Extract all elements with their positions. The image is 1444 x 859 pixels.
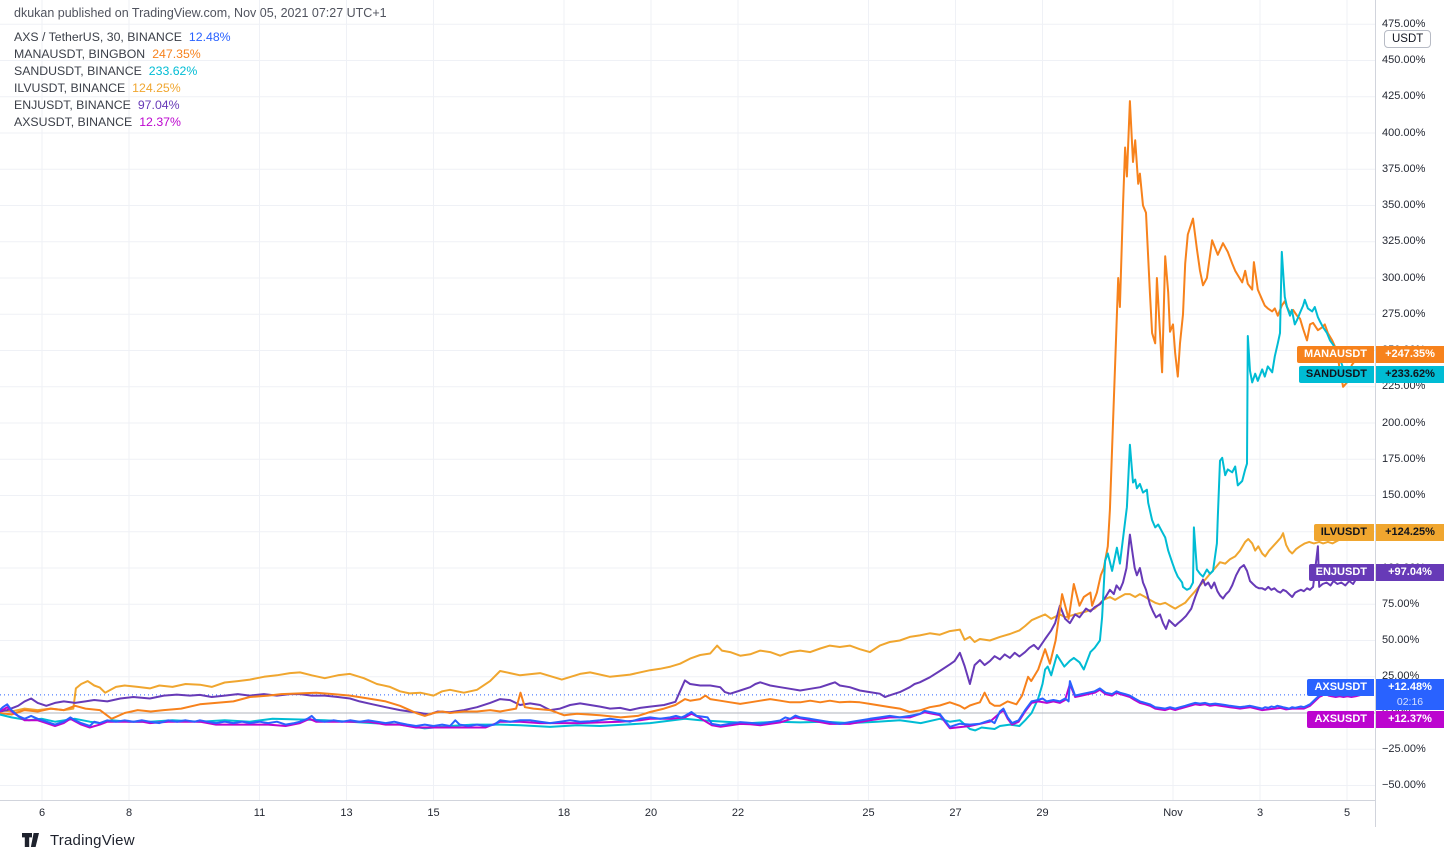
time-axis-label-27: 27 <box>949 807 962 819</box>
series-axis-tag-ilvusdt: ILVUSDT <box>1313 524 1374 542</box>
legend-symbol: SANDUSDT, BINANCE <box>14 64 142 78</box>
legend-item-axsusdt[interactable]: AXSUSDT, BINANCE 12.37% <box>14 114 387 131</box>
time-axis-label-15: 15 <box>427 807 440 819</box>
legend-change-value: 124.25% <box>132 81 181 95</box>
series-price-label-ilvusdt: +124.25% <box>1376 524 1444 542</box>
price-axis-label: 25.00% <box>1382 670 1420 683</box>
grid-lines <box>0 0 1375 800</box>
time-axis-label-18: 18 <box>557 807 571 819</box>
published-title: dkukan published on TradingView.com, Nov… <box>14 6 387 20</box>
price-axis-label: 375.00% <box>1382 162 1426 175</box>
series-line-sandusdt <box>0 250 1361 732</box>
bar-countdown: 02:16 <box>1396 696 1424 709</box>
series-line-enjusdt <box>0 533 1361 716</box>
series-axis-tag-axsusdt: AXSUSDT <box>1307 679 1374 697</box>
price-axis-label: 400.00% <box>1382 126 1426 139</box>
legend-symbol: AXSUSDT, BINANCE <box>14 115 133 129</box>
time-axis-label-8: 8 <box>125 807 133 819</box>
legend-symbol: MANAUSDT, BINGBON <box>14 47 146 61</box>
price-axis-label: −25.00% <box>1382 742 1426 755</box>
series-price-label-axsusdt: +12.37% <box>1376 711 1444 729</box>
legend-symbol: ENJUSDT, BINANCE <box>14 98 131 112</box>
legend-item-axs-tetherus[interactable]: AXS / TetherUS, 30, BINANCE 12.48% <box>14 29 387 46</box>
time-axis-label-5: 5 <box>1343 807 1351 819</box>
series-price-label-sandusdt: +233.62% <box>1376 365 1444 383</box>
series-axis-tag-sandusdt: SANDUSDT <box>1298 365 1374 383</box>
legend-item-sandusdt[interactable]: SANDUSDT, BINANCE 233.62% <box>14 63 387 80</box>
series-line-manausdt <box>0 100 1361 720</box>
price-axis-label: 300.00% <box>1382 271 1426 284</box>
time-axis-label-22: 22 <box>731 807 745 819</box>
price-axis-label: 425.00% <box>1382 90 1426 103</box>
chart-legend: dkukan published on TradingView.com, Nov… <box>14 6 387 131</box>
legend-change-value: 12.37% <box>139 115 181 129</box>
time-axis-label-6: 6 <box>38 807 46 819</box>
legend-symbol: ILVUSDT, BINANCE <box>14 81 126 95</box>
legend-item-enjusdt[interactable]: ENJUSDT, BINANCE 97.04% <box>14 97 387 114</box>
series-price-label-axsusdt: +12.48% 02:16 <box>1376 679 1444 711</box>
legend-change-value: 97.04% <box>137 98 180 112</box>
tradingview-logo-icon <box>22 833 39 847</box>
legend-item-manausdt[interactable]: MANAUSDT, BINGBON 247.35% <box>14 46 387 63</box>
time-scale-axis[interactable]: 6 8 11 13 15 18 20 22 25 27 29 Nov 3 5 <box>0 800 1444 827</box>
series-axis-tag-axsusdt: AXSUSDT <box>1307 711 1374 729</box>
series-axis-tag-manausdt: MANAUSDT <box>1297 345 1374 363</box>
time-axis-label-29: 29 <box>1036 807 1049 819</box>
series-line-axs <box>0 680 1361 728</box>
price-axis-label: 150.00% <box>1382 489 1426 501</box>
time-axis-label-20: 20 <box>644 807 658 819</box>
time-axis-label-11: 11 <box>253 807 266 819</box>
time-axis-label-25: 25 <box>862 807 875 819</box>
series-price-label-manausdt: +247.35% <box>1376 345 1444 363</box>
price-axis-label: −50.00% <box>1382 779 1426 791</box>
tradingview-logo-text: TradingView <box>50 832 135 849</box>
time-axis-label-3: 3 <box>1256 807 1264 819</box>
price-scale-unit-button[interactable]: USDT <box>1384 30 1432 48</box>
price-axis-label: 275.00% <box>1382 307 1426 320</box>
price-axis-label: 450.00% <box>1382 54 1426 66</box>
legend-change-value: 12.48% <box>188 30 231 44</box>
series-line-ilvusdt <box>0 531 1361 713</box>
price-axis-label: 325.00% <box>1382 235 1426 248</box>
legend-change-value: 247.35% <box>152 47 201 61</box>
legend-item-ilvusdt[interactable]: ILVUSDT, BINANCE 124.25% <box>14 80 387 97</box>
price-axis-label: 350.00% <box>1382 199 1426 211</box>
legend-symbol: AXS / TetherUS, 30, BINANCE <box>14 30 182 44</box>
price-axis-label: 475.00% <box>1382 17 1426 30</box>
price-axis-label: 200.00% <box>1382 416 1426 429</box>
price-axis-label: 225.00% <box>1382 380 1426 393</box>
time-axis-label-13: 13 <box>340 807 353 819</box>
price-axis-label: 175.00% <box>1382 452 1426 465</box>
price-axis-label: 75.00% <box>1382 597 1420 610</box>
legend-change-value: 233.62% <box>148 64 198 78</box>
price-axis-label: 50.00% <box>1382 634 1420 646</box>
series-price-label-enjusdt: +97.04% <box>1376 563 1444 581</box>
series-axis-tag-enjusdt: ENJUSDT <box>1308 563 1374 581</box>
time-axis-label-nov: Nov <box>1163 807 1183 819</box>
tradingview-logo-link[interactable]: TradingView <box>22 832 135 849</box>
